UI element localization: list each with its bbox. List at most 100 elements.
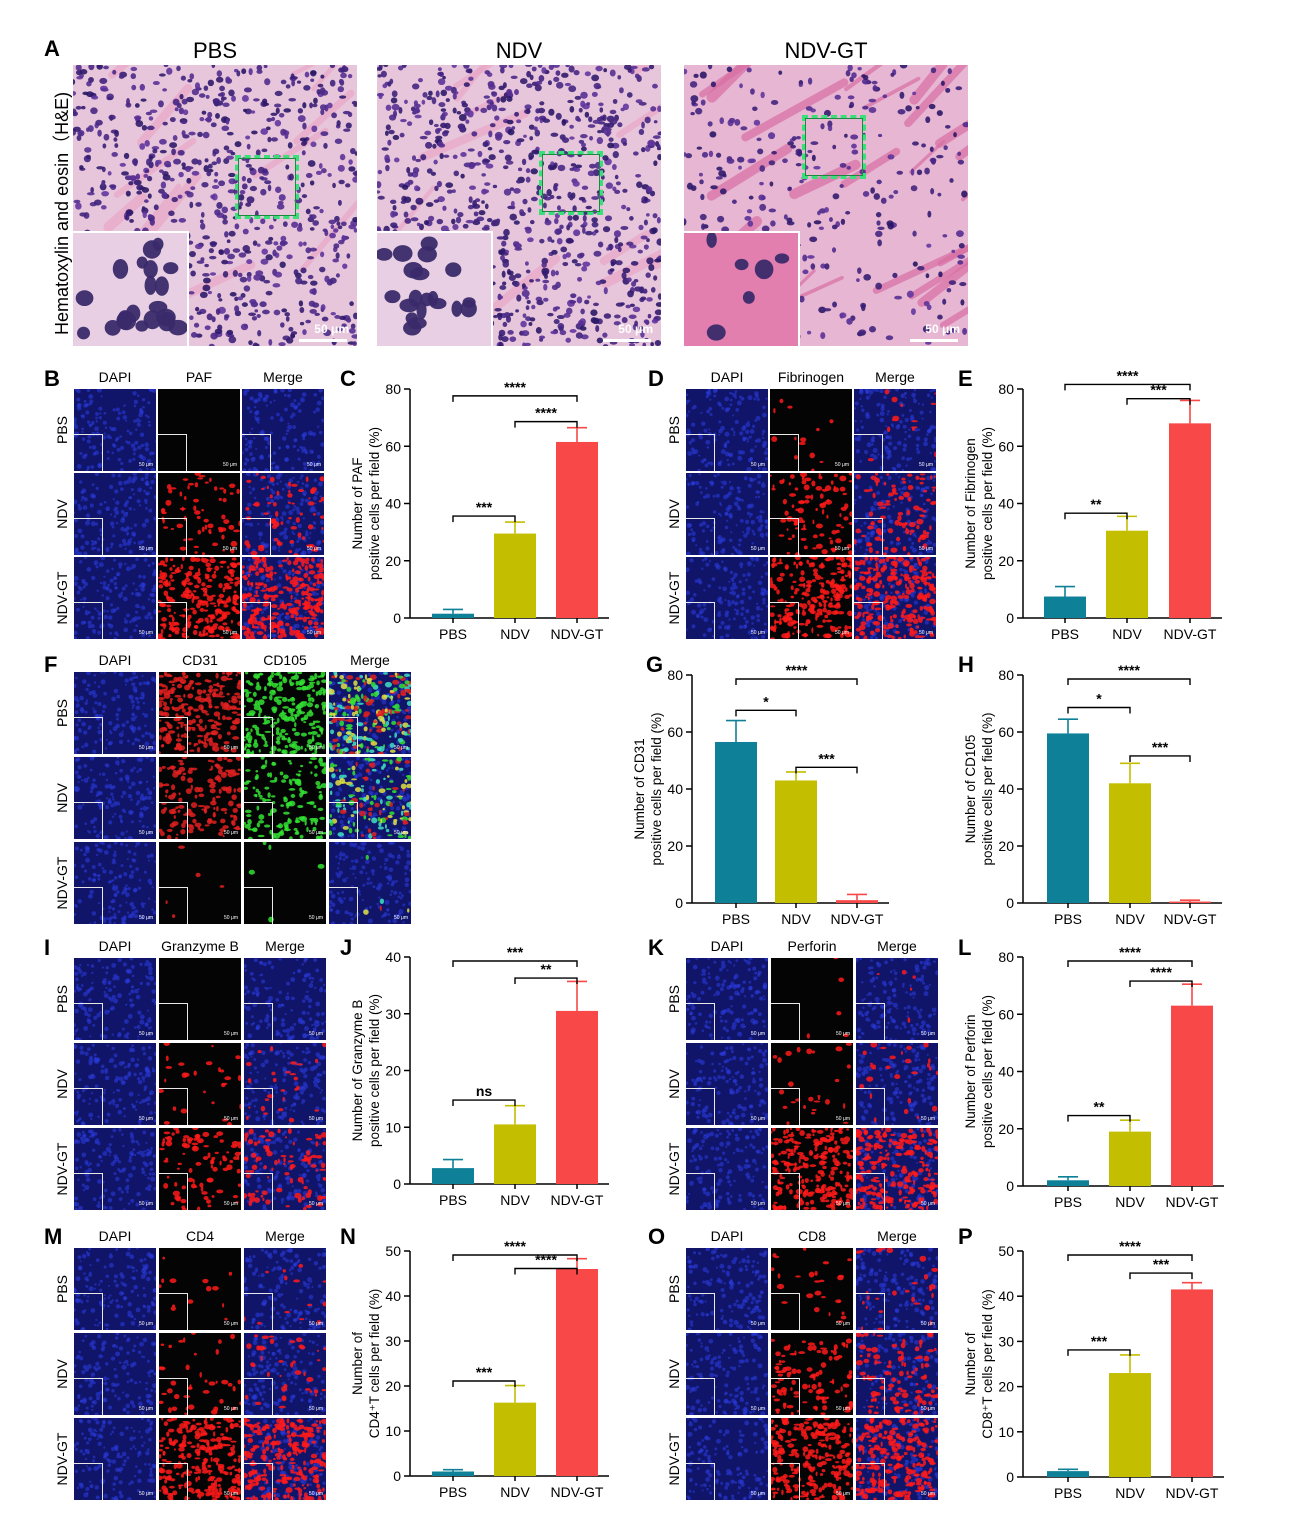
fluor-image: 50 μm <box>686 473 768 555</box>
y-tick-label: 40 <box>385 1288 401 1304</box>
scale-label: 50 μm <box>224 915 238 921</box>
y-tick-label: 0 <box>393 1468 401 1484</box>
significance-label: **** <box>786 662 808 678</box>
inset-box <box>856 1002 885 1040</box>
scale-label: 50 μm <box>836 1491 850 1497</box>
scale-label: 50 μm <box>139 462 153 468</box>
panel-letter-f: F <box>44 652 58 677</box>
significance-bracket <box>1067 1254 1193 1261</box>
significance-bracket <box>1064 512 1128 520</box>
fluor-image: 50 μm <box>158 557 240 639</box>
column-header: Merge <box>877 1228 917 1244</box>
inset-box <box>244 801 273 839</box>
scale-label: 50 μm <box>139 1201 153 1207</box>
fluor-texture <box>242 473 324 555</box>
significance-bracket <box>1129 755 1191 762</box>
bar-ndv-gt <box>556 441 598 618</box>
bar-pbs <box>1047 1471 1089 1477</box>
y-axis-label: positive cells per field (%) <box>980 712 995 865</box>
fluor-image: 50 μm <box>244 1128 326 1210</box>
y-tick-label: 80 <box>667 667 683 683</box>
y-tick-label: 20 <box>998 553 1014 569</box>
inset-box <box>771 1377 800 1415</box>
significance-label: * <box>1096 691 1102 707</box>
fluor-texture <box>159 757 241 839</box>
bar-ndv <box>494 533 536 618</box>
inset-box <box>244 886 273 924</box>
y-tick-label: 0 <box>393 1176 401 1192</box>
fluor-texture <box>159 1418 241 1500</box>
inset-box <box>244 716 273 754</box>
inset-box <box>856 1087 885 1125</box>
significance-label: ns <box>476 1083 493 1099</box>
inset-box <box>159 801 188 839</box>
inset-box <box>242 601 271 639</box>
fluor-image: 50 μm <box>74 958 156 1040</box>
he-scale-label: 50 μm <box>925 322 960 336</box>
scale-label: 50 μm <box>307 462 321 468</box>
x-tick-label: NDV-GT <box>1166 1485 1219 1501</box>
significance-label: *** <box>476 1364 493 1380</box>
fluor-image: 50 μm <box>159 842 241 924</box>
y-tick-label: 50 <box>385 1243 401 1259</box>
bar-chart-l: L 0 20 40 60 80 Number of Perforin positive cel… <box>958 935 1224 1210</box>
inset-box <box>854 517 883 555</box>
scale-label: 50 μm <box>307 630 321 636</box>
y-axis-label: positive cells per field (%) <box>980 427 995 580</box>
significance-bracket <box>1129 980 1193 988</box>
fluor-image: 50 μm <box>686 1418 768 1500</box>
fluor-texture <box>686 1418 768 1500</box>
inset-box <box>329 886 358 924</box>
fluor-image: 50 μm <box>242 389 324 471</box>
inset-box <box>770 601 799 639</box>
fluor-texture <box>686 473 768 555</box>
fluor-texture <box>856 1043 938 1125</box>
bar-chart-g: G 0 20 40 60 80 Number of CD31 positive cells p… <box>632 652 889 927</box>
y-tick-label: 80 <box>998 381 1014 397</box>
y-tick-label: 0 <box>1006 1469 1014 1485</box>
inset-box <box>686 601 715 639</box>
fluor-texture <box>74 557 156 639</box>
scale-label: 50 μm <box>919 546 933 552</box>
fluor-image: 50 μm <box>74 389 156 471</box>
panel-letter-a: A <box>44 36 60 61</box>
he-tissue-texture <box>684 65 968 346</box>
scale-label: 50 μm <box>139 546 153 552</box>
scale-label: 50 μm <box>309 830 323 836</box>
scale-label: 50 μm <box>139 630 153 636</box>
he-title-ndv: NDV <box>495 38 543 63</box>
bar-pbs <box>1044 596 1086 618</box>
significance-label: *** <box>1153 1256 1170 1272</box>
fluor-texture <box>771 1333 853 1415</box>
x-tick-label: NDV <box>1115 1194 1145 1210</box>
column-header: DAPI <box>98 369 132 385</box>
panel-letter-c: C <box>340 366 356 391</box>
scale-label: 50 μm <box>836 1406 850 1412</box>
fluor-image: 50 μm <box>686 389 768 471</box>
panel-letter-j: J <box>340 935 352 960</box>
significance-bracket <box>514 1267 578 1275</box>
column-header: DAPI <box>710 1228 744 1244</box>
scale-label: 50 μm <box>394 915 408 921</box>
scale-label: 50 μm <box>751 1406 765 1412</box>
y-axis-label: Number of CD31 <box>632 738 647 839</box>
y-axis-label: Number of <box>963 1332 978 1395</box>
significance-bracket <box>452 1254 578 1261</box>
significance-label: **** <box>1119 944 1141 960</box>
x-tick-label: PBS <box>439 1192 467 1208</box>
inset-box <box>771 1002 800 1040</box>
y-axis-label: Number of CD105 <box>963 735 978 844</box>
column-header: DAPI <box>98 1228 132 1244</box>
column-header: PAF <box>185 369 213 385</box>
he-scale-bar <box>910 339 958 342</box>
panel-letter-o: O <box>648 1224 666 1249</box>
fluor-texture <box>74 1333 156 1415</box>
fluor-texture <box>771 1043 853 1125</box>
fluor-texture <box>74 842 156 924</box>
bar-ndv <box>1109 1131 1151 1186</box>
inset-box <box>686 1292 715 1330</box>
column-header: CD105 <box>263 652 307 668</box>
he-tissue-texture <box>73 65 357 346</box>
x-tick-label: PBS <box>1054 1485 1082 1501</box>
fluor-texture <box>74 473 156 555</box>
